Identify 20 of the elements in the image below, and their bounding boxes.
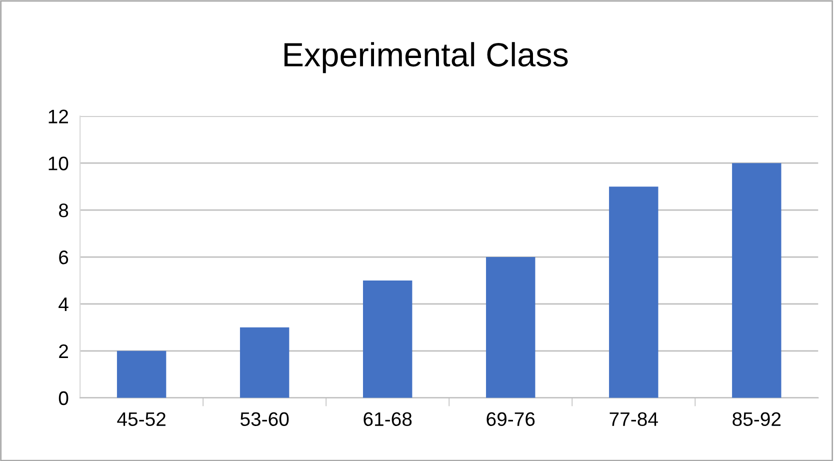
y-tick-label: 8 [58,204,68,218]
y-tick-label: 2 [59,344,68,358]
y-tick-label: 0 [58,391,68,406]
y-tick-label: 10 [48,156,68,170]
chart-title: Experimental Class [284,42,568,74]
x-tick-label: 69-76 [486,412,535,426]
y-tick-label: 12 [48,110,68,124]
x-tick-label: 61-68 [364,412,412,426]
x-tick-label: 77-84 [610,412,658,426]
x-tick-label: 45-52 [117,412,166,426]
x-tick-label: 53-60 [240,412,289,426]
bar [116,350,166,398]
bar [732,163,782,398]
bar [486,257,536,398]
bar [363,280,412,398]
y-tick-label: 4 [58,298,68,311]
x-tick-label: 85-92 [732,412,781,426]
bar [609,186,658,398]
y-tick-label: 6 [59,250,68,264]
bar [240,327,290,398]
